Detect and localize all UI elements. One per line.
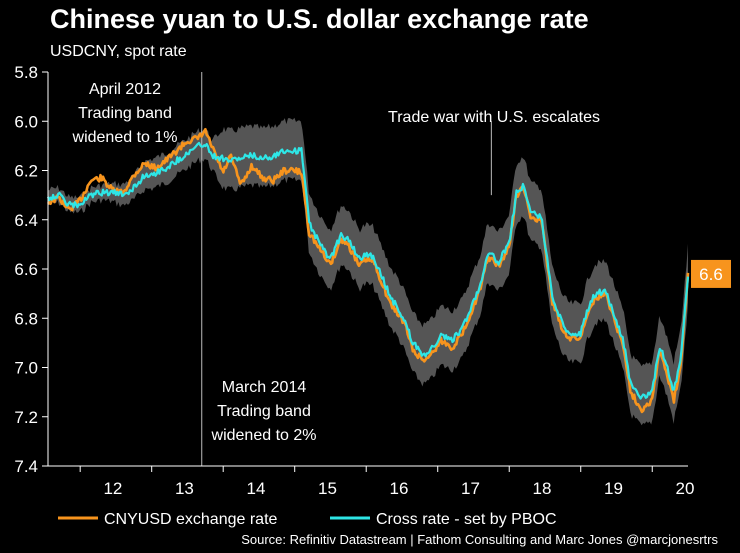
y-tick-label: 6.2 [14,162,38,181]
y-tick-label: 6.4 [14,211,38,230]
cross-rate-series-line [46,141,690,400]
chart-title: Chinese yuan to U.S. dollar exchange rat… [50,4,589,34]
x-tick-label: 13 [175,479,194,498]
y-tick-label: 6.6 [14,260,38,279]
chart-subtitle: USDCNY, spot rate [50,43,187,60]
x-tick-label: 12 [103,479,122,498]
x-tick-label: 19 [604,479,623,498]
y-tick-label: 6.8 [14,309,38,328]
x-tick-label: 18 [533,479,552,498]
x-tick-label: 14 [246,479,265,498]
legend-label-cross: Cross rate - set by PBOC [376,511,557,528]
axes: 5.8 6.0 6.2 6.4 6.6 6.8 7.0 7.2 7.4 12 13 14 15 16 17 1… [14,63,694,498]
end-label: 6.6 [691,259,731,288]
end-value-box [691,259,731,288]
x-tick-label: 16 [390,479,409,498]
annotation-text: March 2014 [222,379,307,396]
y-tick-label: 7.2 [14,408,38,427]
legend: CNYUSD exchange rate Cross rate - set by … [58,511,557,528]
y-tick-label: 7.0 [14,359,38,378]
y-tick-label: 5.8 [14,63,38,82]
band-layer [48,117,688,426]
annotation-text: Trading band [217,403,311,420]
annotations: April 2012 Trading band widened to 1% March… [72,81,600,444]
end-value-label: 6.6 [699,265,723,284]
x-tick-label: 20 [676,479,695,498]
legend-label-cnyusd: CNYUSD exchange rate [104,511,278,528]
y-tick-label: 6.0 [14,112,38,131]
series-layer [46,127,690,414]
x-tick-label: 15 [318,479,337,498]
annotation-text: widened to 2% [211,427,317,444]
annotation-text: Trading band [78,105,172,122]
source-note: Source: Refinitiv Datastream | Fathom Co… [241,532,718,547]
x-tick-label: 17 [461,479,480,498]
annotation-text: Trade war with U.S. escalates [388,109,600,126]
annotation-text: widened to 1% [72,129,178,146]
trading-band-area [48,117,688,426]
annotation-text: April 2012 [89,81,161,98]
y-tick-label: 7.4 [14,457,38,476]
